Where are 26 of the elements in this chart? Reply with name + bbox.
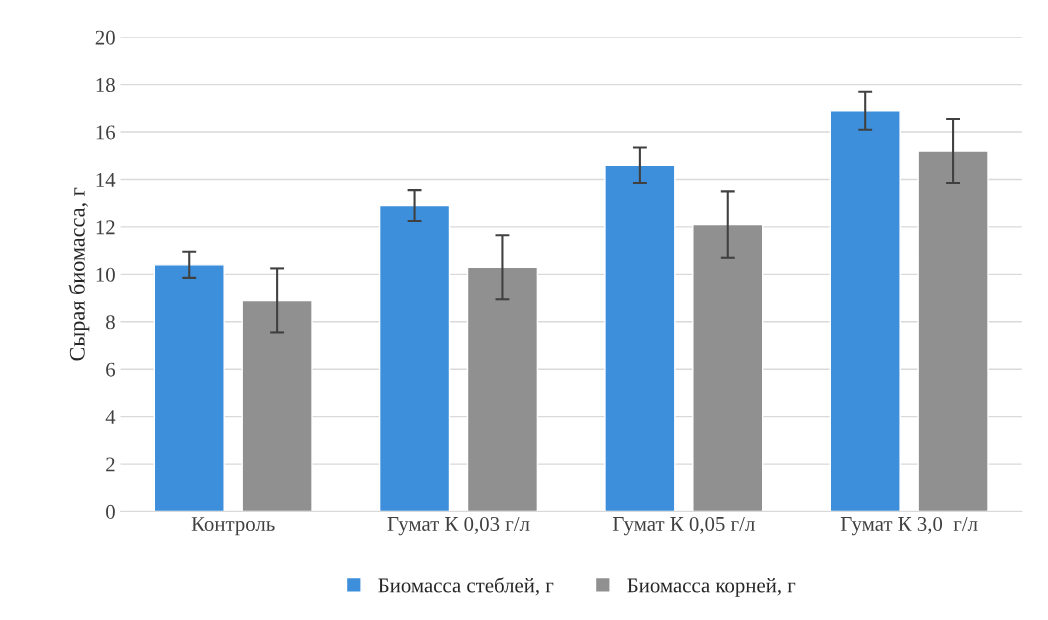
y-tick-label: 8 <box>106 315 115 330</box>
y-tick-label: 18 <box>96 78 115 93</box>
bar <box>604 164 676 512</box>
bar <box>829 110 901 512</box>
y-tick-label: 20 <box>95 30 115 45</box>
bar <box>153 264 225 512</box>
y-tick-label: 10 <box>96 267 115 282</box>
y-tick-label: 6 <box>106 362 116 377</box>
y-tick-label: 16 <box>96 125 116 140</box>
x-tick-label: Контроль <box>191 517 275 536</box>
y-tick-label: 2 <box>106 457 115 472</box>
y-tick-label: 12 <box>96 220 115 235</box>
bar <box>241 299 313 512</box>
y-tick-label: 0 <box>106 504 115 519</box>
y-tick-label: 14 <box>96 172 116 187</box>
bar <box>917 150 989 512</box>
legend-label: Биомасса стеблей, г <box>378 577 554 596</box>
x-tick-label: Гумат К 0,05 г/л <box>612 516 755 536</box>
x-tick-label: Гумат К 0,03 г/л <box>387 516 530 536</box>
bar <box>466 266 539 512</box>
x-tick-label: Гумат К 3,0 г/л <box>840 516 978 536</box>
bar <box>692 223 764 512</box>
bar <box>378 204 451 512</box>
legend-label: Биомасса корней, г <box>627 578 796 597</box>
y-axis-title: Сырая биомасса, г <box>68 187 90 361</box>
y-tick-label: 4 <box>105 410 116 424</box>
